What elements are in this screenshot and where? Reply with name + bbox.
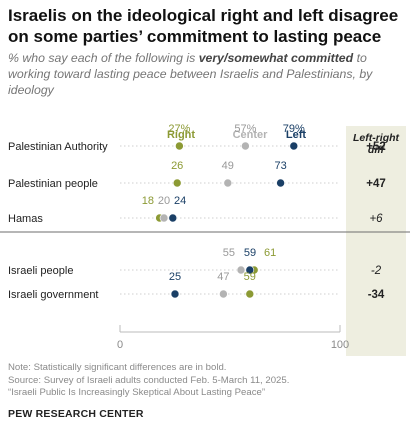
chart-subtitle: % who say each of the following is very/… xyxy=(8,50,412,98)
row-label: Palestinian people xyxy=(8,178,98,190)
value-label-right: 59 xyxy=(244,271,256,283)
diff-header-line: Left-right xyxy=(353,132,400,144)
legend-label: Center xyxy=(233,129,269,141)
subtitle-emphasis: very/somewhat committed xyxy=(198,51,354,65)
value-label-center: 47 xyxy=(217,271,229,283)
row-label: Israeli government xyxy=(8,289,99,301)
diff-value: +52 xyxy=(366,141,386,153)
dot-right xyxy=(245,289,255,299)
organization-name: PEW RESEARCH CENTER xyxy=(8,408,144,420)
value-label-left: 59 xyxy=(244,247,256,259)
diff-header-line: diff xyxy=(368,144,386,156)
row-label: Palestinian Authority xyxy=(8,141,108,153)
diff-value: +6 xyxy=(369,213,383,225)
dot-right xyxy=(175,141,184,151)
dot-center xyxy=(219,289,228,299)
value-label-center: 49 xyxy=(222,160,234,172)
report-title: “Israeli Public Is Increasingly Skeptica… xyxy=(8,387,266,399)
value-label-center: 57% xyxy=(234,123,256,135)
dot-right xyxy=(172,178,182,188)
value-label-left: 79% xyxy=(283,123,305,135)
x-tick-label: 100 xyxy=(331,339,349,351)
row-label: Hamas xyxy=(8,213,43,225)
dot-left xyxy=(289,141,299,151)
dot-center xyxy=(241,141,250,151)
dot-left xyxy=(276,178,285,188)
diff-header: Left-right diff xyxy=(353,132,400,156)
note-text: Note: Statistically significant differen… xyxy=(8,362,227,373)
value-label-right: 27% xyxy=(168,123,190,135)
footnotes: Note: Statistically significant differen… xyxy=(8,362,412,400)
diff-value: -34 xyxy=(368,289,385,301)
dot-left xyxy=(245,265,255,275)
value-label-right: 18 xyxy=(142,195,154,207)
value-label-left: 25 xyxy=(169,271,181,283)
value-label-right: 26 xyxy=(171,160,183,172)
legend-label: Right xyxy=(167,129,195,141)
row-label: Israeli people xyxy=(8,265,73,277)
value-label-left: 73 xyxy=(274,160,286,172)
subtitle-text: % who say each of the following is xyxy=(8,51,199,65)
value-label-center: 20 xyxy=(158,195,170,207)
value-label-right: 61 xyxy=(264,247,276,259)
legend-label: Left xyxy=(286,129,307,141)
dot-center xyxy=(236,265,246,275)
dot-left xyxy=(170,289,180,299)
dot-center xyxy=(223,178,233,188)
source-text: Source: Survey of Israeli adults conduct… xyxy=(8,374,290,386)
value-label-center: 55 xyxy=(223,247,235,259)
dot-center xyxy=(159,213,169,223)
x-tick-label: 0 xyxy=(117,339,123,351)
diff-value: -2 xyxy=(371,265,382,277)
subtitle-text-end: to working toward lasting peace between … xyxy=(8,51,373,97)
value-label-left: 24 xyxy=(174,195,186,207)
diff-value: +47 xyxy=(366,178,386,190)
diff-panel xyxy=(346,126,406,356)
dot-left xyxy=(168,213,178,223)
chart-title: Israelis on the ideological right and le… xyxy=(8,6,399,46)
